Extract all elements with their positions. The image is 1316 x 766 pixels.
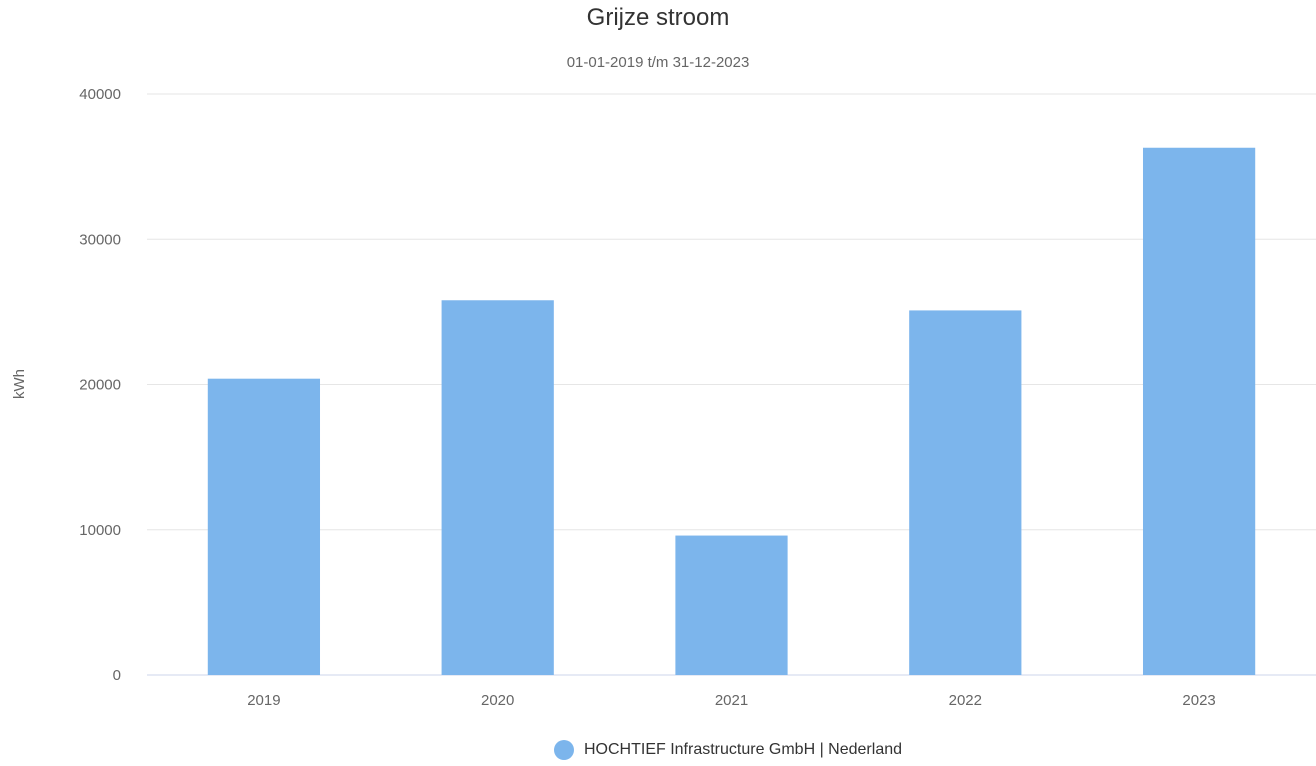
legend: HOCHTIEF Infrastructure GmbH | Nederland — [0, 740, 1316, 766]
legend-item[interactable]: HOCHTIEF Infrastructure GmbH | Nederland — [553, 740, 903, 760]
bar — [909, 310, 1022, 675]
x-tick-label: 2023 — [1182, 692, 1215, 709]
legend-label: HOCHTIEF Infrastructure GmbH | Nederland — [583, 741, 903, 758]
bar — [207, 378, 321, 675]
x-tick-label: 2021 — [715, 692, 748, 709]
x-tick-label: 2022 — [949, 692, 982, 709]
chart-subtitle: 01-01-2019 t/m 31-12-2023 — [566, 54, 750, 71]
y-tick-label: 0 — [113, 667, 121, 684]
x-axis-ticks: 2019 2020 2021 2022 2023 — [247, 692, 1216, 709]
y-tick-label: 30000 — [79, 231, 121, 248]
bars — [207, 147, 1256, 675]
y-tick-label: 20000 — [79, 377, 121, 394]
x-tick-label: 2019 — [247, 692, 280, 709]
legend-marker-icon — [553, 740, 574, 760]
bar — [441, 300, 554, 675]
bar — [1142, 147, 1256, 675]
bar — [675, 535, 788, 675]
y-tick-label: 10000 — [79, 522, 121, 539]
y-axis-title: kWh — [11, 369, 28, 399]
y-tick-label: 40000 — [79, 86, 121, 103]
y-axis-ticks: 0 10000 20000 30000 40000 — [79, 86, 121, 684]
x-tick-label: 2020 — [481, 692, 514, 709]
chart-title: Grijze stroom — [586, 4, 730, 31]
